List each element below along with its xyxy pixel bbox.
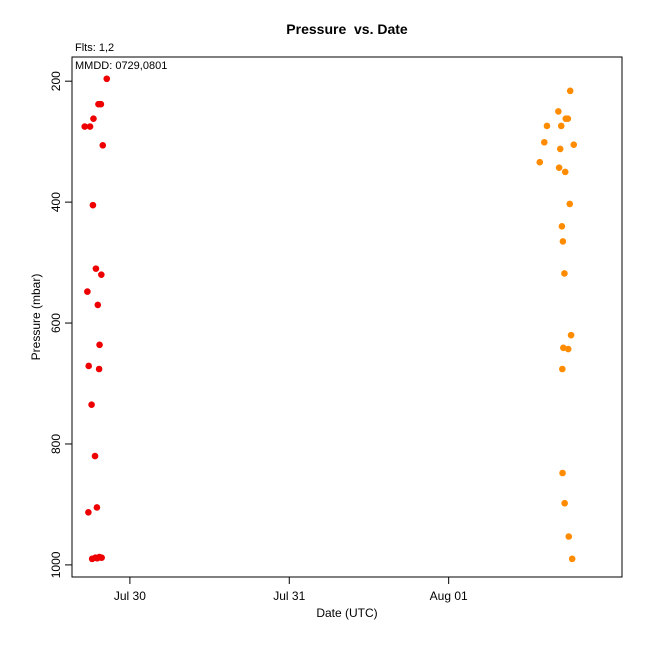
data-point-series-1	[90, 115, 97, 122]
y-tick-label: 800	[49, 434, 63, 454]
x-axis: Jul 30 Jul 31 Aug 01	[114, 577, 468, 603]
data-points	[81, 75, 578, 563]
data-point-series-1	[88, 401, 95, 408]
data-point-series-1	[92, 265, 100, 272]
data-point-series-2	[540, 138, 548, 146]
data-point-series-1	[85, 362, 93, 370]
data-point-series-2	[556, 145, 564, 153]
data-point-series-2	[565, 533, 573, 540]
mmdd-label: MMDD: 0729,0801	[75, 60, 167, 72]
data-point-series-1	[85, 509, 92, 516]
data-point-series-2	[568, 555, 576, 563]
data-point-series-2	[566, 87, 574, 95]
x-tick-label: Jul 31	[273, 589, 305, 603]
y-tick-label: 200	[49, 71, 63, 91]
data-point-series-1	[84, 288, 91, 295]
data-point-series-2	[564, 115, 572, 122]
data-point-series-2	[567, 331, 575, 339]
data-point-series-1	[98, 271, 105, 278]
y-tick-label: 1000	[49, 551, 63, 578]
data-point-series-2	[570, 141, 578, 148]
data-point-series-2	[543, 122, 551, 130]
data-point-series-2	[559, 469, 566, 477]
data-point-series-1	[98, 554, 105, 561]
data-point-series-1	[91, 452, 99, 460]
data-point-series-1	[93, 504, 101, 511]
data-point-series-1	[95, 365, 103, 373]
data-point-series-1	[96, 341, 103, 349]
y-tick-label: 600	[49, 313, 63, 333]
data-point-series-2	[559, 238, 567, 245]
data-point-series-2	[566, 200, 574, 208]
data-point-series-2	[536, 158, 544, 166]
x-tick-label: Jul 30	[114, 589, 146, 603]
data-point-series-1	[99, 141, 107, 149]
data-point-series-2	[561, 499, 568, 507]
data-point-series-1	[94, 301, 102, 309]
data-point-series-2	[564, 345, 572, 353]
x-tick-label: Aug 01	[430, 589, 468, 603]
plot-frame	[71, 56, 623, 578]
data-point-series-1	[81, 123, 89, 130]
y-axis-label: Pressure (mbar)	[29, 274, 43, 361]
chart-title: Pressure vs. Date	[286, 21, 408, 37]
flights-label: Flts: 1,2	[75, 42, 114, 54]
y-axis: 200 400 600 800 1000	[49, 71, 72, 578]
data-point-series-2	[557, 122, 565, 130]
data-point-series-1	[86, 123, 94, 130]
data-point-series-1	[89, 201, 97, 209]
data-point-series-2	[555, 108, 562, 115]
data-point-series-2	[558, 223, 566, 230]
data-point-series-2	[555, 164, 563, 171]
data-point-series-1	[97, 100, 105, 108]
data-point-series-2	[561, 270, 568, 277]
data-point-series-2	[561, 168, 569, 176]
data-point-series-1	[103, 75, 111, 83]
y-tick-label: 400	[49, 192, 63, 212]
x-axis-label: Date (UTC)	[316, 606, 377, 620]
data-point-series-2	[559, 365, 566, 373]
